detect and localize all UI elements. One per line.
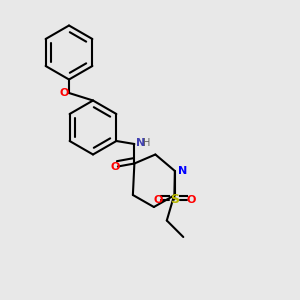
Text: N: N xyxy=(136,137,145,148)
Text: O: O xyxy=(186,194,196,205)
Text: H: H xyxy=(143,137,150,148)
Text: O: O xyxy=(153,194,163,205)
Text: N: N xyxy=(178,166,188,176)
Text: O: O xyxy=(110,161,120,172)
Text: O: O xyxy=(60,88,69,98)
Text: S: S xyxy=(170,193,179,206)
